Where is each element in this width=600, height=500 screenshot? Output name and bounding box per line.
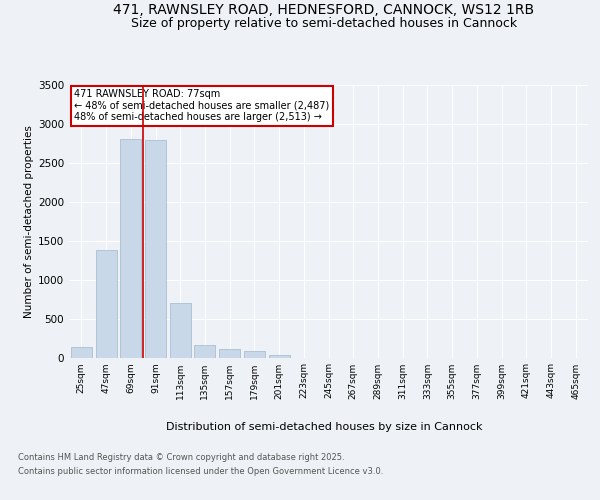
Text: Size of property relative to semi-detached houses in Cannock: Size of property relative to semi-detach… bbox=[131, 18, 517, 30]
Bar bbox=[269, 355, 290, 358]
Bar bbox=[145, 140, 166, 358]
Bar bbox=[170, 303, 191, 358]
Bar bbox=[120, 140, 141, 358]
Bar bbox=[219, 349, 240, 358]
Bar bbox=[71, 346, 92, 358]
Text: Distribution of semi-detached houses by size in Cannock: Distribution of semi-detached houses by … bbox=[166, 422, 482, 432]
Bar bbox=[95, 250, 116, 358]
Y-axis label: Number of semi-detached properties: Number of semi-detached properties bbox=[24, 125, 34, 318]
Text: 471, RAWNSLEY ROAD, HEDNESFORD, CANNOCK, WS12 1RB: 471, RAWNSLEY ROAD, HEDNESFORD, CANNOCK,… bbox=[113, 2, 535, 16]
Text: Contains HM Land Registry data © Crown copyright and database right 2025.: Contains HM Land Registry data © Crown c… bbox=[18, 454, 344, 462]
Bar bbox=[194, 345, 215, 358]
Text: 471 RAWNSLEY ROAD: 77sqm
← 48% of semi-detached houses are smaller (2,487)
48% o: 471 RAWNSLEY ROAD: 77sqm ← 48% of semi-d… bbox=[74, 89, 329, 122]
Bar bbox=[244, 352, 265, 358]
Text: Contains public sector information licensed under the Open Government Licence v3: Contains public sector information licen… bbox=[18, 467, 383, 476]
